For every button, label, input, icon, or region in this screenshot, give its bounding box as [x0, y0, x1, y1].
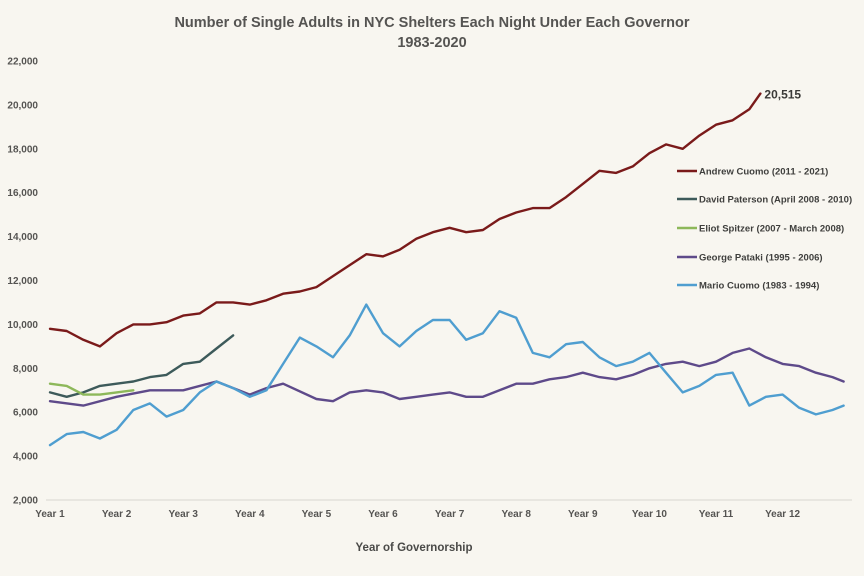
- x-axis-label: Year of Governorship: [356, 542, 473, 554]
- x-tick-label: Year 9: [568, 509, 598, 520]
- x-tick-label: Year 5: [302, 509, 332, 520]
- legend-label: George Pataki (1995 - 2006): [699, 253, 823, 264]
- legend-label: Andrew Cuomo (2011 - 2021): [699, 167, 828, 178]
- chart-title: Number of Single Adults in NYC Shelters …: [174, 15, 690, 31]
- x-axis-ticks: Year 1 Year 2 Year 3 Year 4 Year 5 Year 6 Year…: [35, 509, 800, 520]
- series-lines: [48, 92, 845, 447]
- y-tick-label: 6,000: [13, 408, 38, 419]
- y-tick-label: 8,000: [13, 364, 38, 375]
- series-line-0: [48, 92, 762, 348]
- series-line-3: [48, 347, 845, 407]
- series-line-2: [48, 382, 135, 396]
- legend-label: Eliot Spitzer (2007 - March 2008): [699, 224, 844, 235]
- x-tick-label: Year 10: [632, 509, 667, 520]
- x-tick-label: Year 3: [168, 509, 198, 520]
- x-tick-label: Year 12: [765, 509, 800, 520]
- legend: Andrew Cuomo (2011 - 2021) David Paterson…: [677, 167, 852, 292]
- x-tick-label: Year 8: [501, 509, 531, 520]
- x-tick-label: Year 2: [102, 509, 132, 520]
- series-line-4: [48, 303, 845, 447]
- y-axis-ticks: 2,000 4,000 6,000 8,000 10,000 12,000 14,000 16…: [7, 57, 38, 507]
- y-tick-label: 10,000: [7, 320, 38, 331]
- y-tick-label: 16,000: [7, 188, 38, 199]
- y-tick-label: 18,000: [7, 144, 38, 155]
- legend-label: Mario Cuomo (1983 - 1994): [699, 281, 819, 292]
- y-tick-label: 20,000: [7, 100, 38, 111]
- end-value-annotation: 20,515: [764, 88, 801, 102]
- y-tick-label: 4,000: [13, 452, 38, 463]
- y-tick-label: 12,000: [7, 276, 38, 287]
- chart-subtitle: 1983-2020: [397, 35, 467, 51]
- x-tick-label: Year 4: [235, 509, 265, 520]
- y-tick-label: 22,000: [7, 57, 38, 68]
- y-tick-label: 2,000: [13, 496, 38, 507]
- x-tick-label: Year 6: [368, 509, 398, 520]
- y-tick-label: 14,000: [7, 232, 38, 243]
- x-tick-label: Year 1: [35, 509, 65, 520]
- legend-label: David Paterson (April 2008 - 2010): [699, 195, 852, 206]
- x-tick-label: Year 11: [699, 509, 734, 520]
- x-tick-label: Year 7: [435, 509, 465, 520]
